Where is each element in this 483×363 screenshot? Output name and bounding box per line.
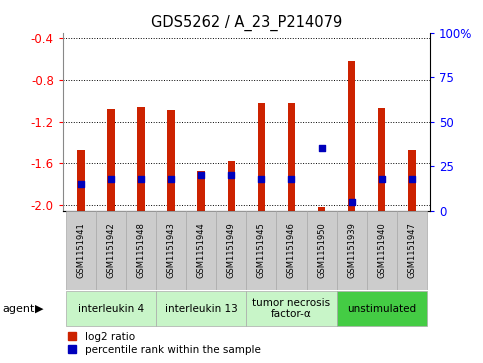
Text: GSM1151945: GSM1151945 bbox=[257, 223, 266, 278]
Text: GSM1151940: GSM1151940 bbox=[377, 223, 386, 278]
Bar bbox=[198, 171, 205, 211]
Bar bbox=[66, 291, 156, 326]
Legend: log2 ratio, percentile rank within the sample: log2 ratio, percentile rank within the s… bbox=[68, 332, 260, 355]
Bar bbox=[66, 211, 96, 290]
Text: agent: agent bbox=[2, 303, 35, 314]
Bar bbox=[96, 211, 126, 290]
Title: GDS5262 / A_23_P214079: GDS5262 / A_23_P214079 bbox=[151, 15, 342, 31]
Point bbox=[167, 176, 175, 182]
Text: GSM1151944: GSM1151944 bbox=[197, 223, 206, 278]
Bar bbox=[107, 109, 114, 211]
Bar bbox=[397, 211, 427, 290]
Text: interleukin 13: interleukin 13 bbox=[165, 303, 238, 314]
Text: GSM1151950: GSM1151950 bbox=[317, 223, 326, 278]
Text: tumor necrosis
factor-α: tumor necrosis factor-α bbox=[253, 298, 330, 319]
Text: ▶: ▶ bbox=[35, 303, 43, 314]
Text: GSM1151939: GSM1151939 bbox=[347, 223, 356, 278]
Bar bbox=[246, 291, 337, 326]
Bar bbox=[408, 150, 415, 211]
Text: GSM1151946: GSM1151946 bbox=[287, 223, 296, 278]
Bar bbox=[156, 211, 186, 290]
Point bbox=[348, 199, 355, 204]
Text: interleukin 4: interleukin 4 bbox=[78, 303, 144, 314]
Bar bbox=[77, 150, 85, 211]
Text: GSM1151942: GSM1151942 bbox=[106, 223, 115, 278]
Text: GSM1151943: GSM1151943 bbox=[167, 223, 176, 278]
Text: GSM1151947: GSM1151947 bbox=[407, 223, 416, 278]
Bar bbox=[186, 211, 216, 290]
Text: GSM1151948: GSM1151948 bbox=[137, 223, 145, 278]
Bar bbox=[307, 211, 337, 290]
Bar bbox=[318, 207, 326, 211]
Bar bbox=[246, 211, 276, 290]
Point bbox=[287, 176, 295, 182]
Bar bbox=[337, 291, 427, 326]
Bar bbox=[126, 211, 156, 290]
Bar bbox=[257, 103, 265, 211]
Bar bbox=[167, 110, 175, 211]
Bar bbox=[227, 162, 235, 211]
Bar bbox=[276, 211, 307, 290]
Point bbox=[137, 176, 145, 182]
Bar bbox=[137, 107, 145, 211]
Point bbox=[257, 176, 265, 182]
Text: GSM1151949: GSM1151949 bbox=[227, 223, 236, 278]
Point bbox=[318, 145, 326, 151]
Text: unstimulated: unstimulated bbox=[347, 303, 416, 314]
Bar bbox=[156, 291, 246, 326]
Bar bbox=[378, 108, 385, 211]
Point bbox=[408, 176, 416, 182]
Point bbox=[378, 176, 385, 182]
Point bbox=[227, 172, 235, 178]
Bar bbox=[367, 211, 397, 290]
Point bbox=[107, 176, 115, 182]
Bar bbox=[216, 211, 246, 290]
Point bbox=[77, 181, 85, 187]
Point bbox=[198, 172, 205, 178]
Bar bbox=[288, 103, 295, 211]
Bar bbox=[348, 61, 355, 211]
Bar bbox=[337, 211, 367, 290]
Text: GSM1151941: GSM1151941 bbox=[76, 223, 85, 278]
